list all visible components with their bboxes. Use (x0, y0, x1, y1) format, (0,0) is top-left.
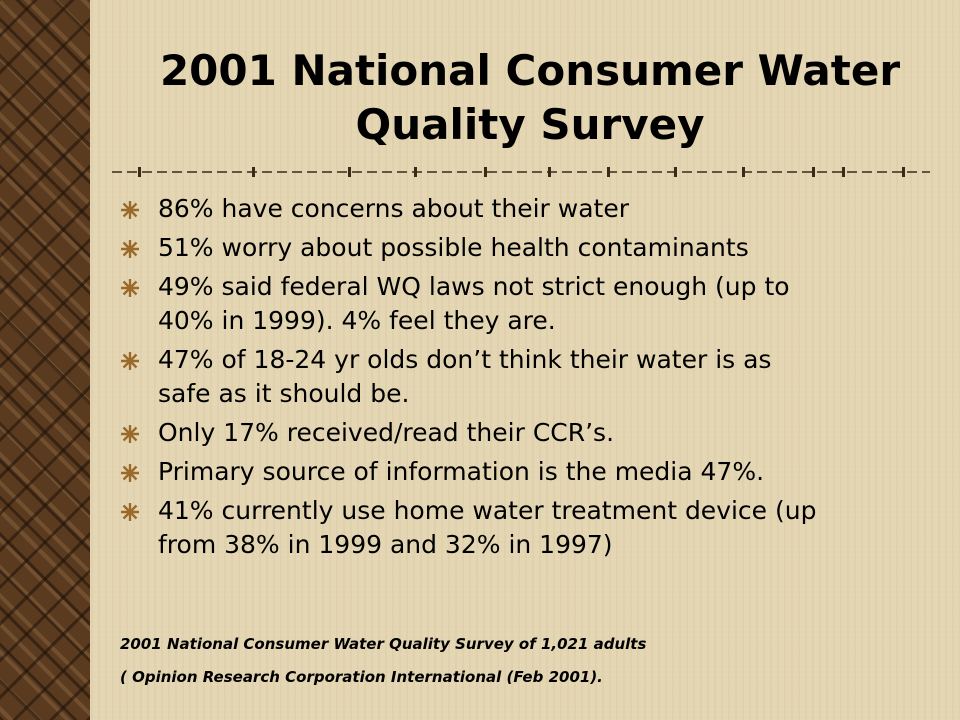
bullet-text-line: 86% have concerns about their water (158, 194, 629, 223)
bullet-text-line: 47% of 18-24 yr olds don’t think their w… (158, 345, 772, 374)
asterisk-star-icon (121, 425, 139, 443)
bullet-item: Primary source of information is the med… (118, 455, 918, 489)
bullet-text-line: safe as it should be. (158, 379, 410, 408)
bullet-item: 86% have concerns about their water (118, 192, 918, 226)
bullet-text-line: from 38% in 1999 and 32% in 1997) (158, 530, 613, 559)
source-line-2: ( Opinion Research Corporation Internati… (120, 668, 603, 686)
bullet-item: 47% of 18-24 yr olds don’t think their w… (118, 343, 918, 411)
decorative-left-strip (0, 0, 90, 720)
asterisk-star-icon (121, 240, 139, 258)
bullet-text-line: 41% currently use home water treatment d… (158, 496, 817, 525)
bullet-text-line: Primary source of information is the med… (158, 457, 765, 486)
bullet-item: 51% worry about possible health contamin… (118, 231, 918, 265)
slide-title: 2001 National Consumer Water Quality Sur… (110, 44, 950, 152)
bullet-item: 41% currently use home water treatment d… (118, 494, 918, 562)
bullet-item: 49% said federal WQ laws not strict enou… (118, 270, 918, 338)
asterisk-star-icon (121, 279, 139, 297)
slide-title-line-1: 2001 National Consumer Water (159, 46, 901, 95)
bullet-text-line: 40% in 1999). 4% feel they are. (158, 306, 556, 335)
source-citation: 2001 National Consumer Water Quality Sur… (120, 628, 646, 694)
bullet-text-line: Only 17% received/read their CCR’s. (158, 418, 615, 447)
asterisk-star-icon (121, 352, 139, 370)
bullet-list: 86% have concerns about their water 51% w… (118, 192, 918, 567)
decorative-divider (112, 167, 930, 177)
bullet-text-line: 49% said federal WQ laws not strict enou… (158, 272, 790, 301)
asterisk-star-icon (121, 503, 139, 521)
bullet-item: Only 17% received/read their CCR’s. (118, 416, 918, 450)
asterisk-star-icon (121, 201, 139, 219)
source-line-1: 2001 National Consumer Water Quality Sur… (120, 635, 647, 653)
asterisk-star-icon (121, 464, 139, 482)
slide-title-line-2: Quality Survey (355, 100, 705, 149)
bullet-text-line: 51% worry about possible health contamin… (158, 233, 749, 262)
